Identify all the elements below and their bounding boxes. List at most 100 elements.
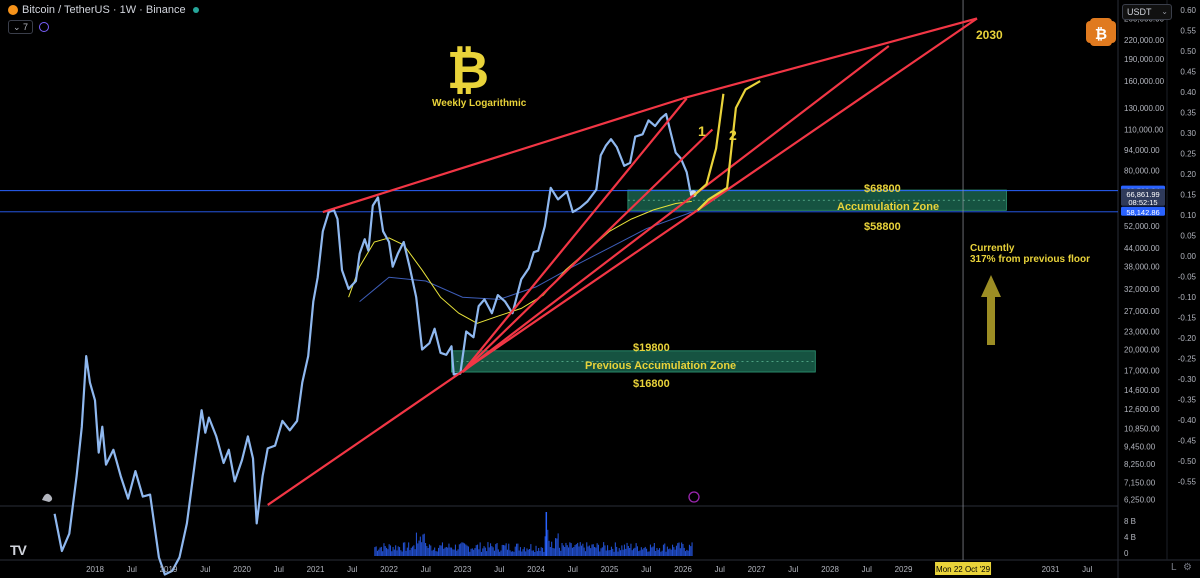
volume-bar [460, 543, 462, 556]
volume-bar [556, 538, 558, 556]
ratio-tick-label: 0.35 [1180, 109, 1196, 118]
volume-bar [410, 547, 412, 556]
price-tick-label: 160,000.00 [1124, 77, 1165, 86]
volume-bar [594, 547, 596, 556]
volume-bar [405, 550, 407, 556]
btc-price-line [53, 112, 694, 576]
time-tick-label: Jul [788, 565, 798, 574]
volume-bar [686, 549, 688, 556]
currently-note: Currently 317% from previous floor [970, 243, 1090, 265]
crosshair-date-text: Mon 22 Oct '29 [936, 565, 991, 574]
tradingview-logo[interactable]: TV [10, 542, 27, 558]
volume-bar [597, 544, 599, 556]
volume-bar [402, 542, 404, 556]
currently-line-2: 317% from previous floor [970, 254, 1091, 265]
indicator-toggle-button[interactable]: ⌄ 7 [8, 20, 34, 34]
volume-bar [600, 548, 602, 556]
volume-bar [412, 546, 414, 556]
volume-bar [383, 543, 385, 556]
volume-bar [457, 549, 459, 556]
volume-bar [436, 551, 438, 556]
volume-bar [581, 545, 583, 556]
trend-line-6 [461, 128, 714, 373]
time-tick-label: 2031 [1042, 565, 1060, 574]
volume-bar [427, 548, 429, 556]
volume-bar [586, 542, 588, 556]
volume-bar [508, 543, 510, 556]
volume-bar [562, 545, 564, 556]
time-tick-label: Jul [568, 565, 578, 574]
volume-bar [649, 544, 651, 556]
volume-bar [609, 550, 611, 556]
volume-bar [434, 547, 436, 556]
volume-bar [665, 551, 667, 556]
volume-bar [553, 548, 555, 556]
volume-bar [618, 548, 620, 556]
log-scale-toggle[interactable]: L [1171, 562, 1177, 573]
ratio-tick-label: 0.15 [1180, 191, 1196, 200]
time-tick-label: Jul [421, 565, 431, 574]
volume-bar [483, 546, 485, 556]
volume-bar [621, 545, 623, 556]
volume-bar [652, 546, 654, 556]
volume-bar [426, 546, 428, 556]
chart-subtitle: Weekly Logarithmic [432, 98, 527, 109]
volume-bar [536, 551, 538, 556]
volume-bar [391, 551, 393, 556]
volume-bar [514, 546, 516, 556]
prev-accumulation-top-label: $19800 [633, 342, 670, 354]
volume-bar [677, 543, 679, 556]
volume-bar [417, 543, 419, 556]
volume-bar [400, 550, 402, 556]
time-tick-label: Jul [200, 565, 210, 574]
volume-bar [480, 551, 482, 556]
volume-bar [401, 551, 403, 556]
gear-icon[interactable]: ⚙ [1183, 562, 1192, 573]
volume-tick-label: 8 B [1124, 517, 1136, 526]
volume-bar [690, 546, 692, 556]
volume-bar [575, 544, 577, 556]
volume-bar [525, 551, 527, 556]
volume-bar [409, 550, 411, 556]
volume-bar [452, 549, 454, 556]
volume-bar [544, 536, 546, 556]
price-tick-label: 80,000.00 [1124, 167, 1160, 176]
volume-bar [418, 540, 420, 556]
volume-bar [636, 546, 638, 556]
volume-bar [673, 547, 675, 556]
prev-accumulation-zone-label: Previous Accumulation Zone [585, 360, 737, 372]
time-tick-label: 2027 [748, 565, 766, 574]
projection-path-1 [693, 93, 725, 197]
volume-bar [568, 547, 570, 556]
volume-bar [523, 547, 525, 556]
volume-bar [691, 542, 693, 556]
currency-select[interactable]: USDT ⌄ [1122, 4, 1172, 20]
volume-bar [453, 549, 455, 556]
time-tick-label: Jul [494, 565, 504, 574]
volume-bar [526, 548, 528, 556]
volume-bar [484, 547, 486, 556]
symbol-title[interactable]: Bitcoin / TetherUS · 1W · Binance [22, 4, 186, 16]
volume-bar [529, 549, 531, 556]
volume-bar [423, 533, 425, 556]
price-tick-label: 110,000.00 [1124, 125, 1164, 134]
volume-bar [396, 550, 398, 556]
volume-bar [530, 544, 532, 556]
price-tick-label: 8,250.00 [1124, 460, 1156, 469]
volume-bar [682, 544, 684, 556]
volume-bar [479, 542, 481, 556]
volume-bar [592, 544, 594, 556]
volume-bar [601, 547, 603, 556]
time-tick-label: 2024 [527, 565, 545, 574]
volume-bar [404, 542, 406, 556]
volume-tick-label: 0 [1124, 549, 1129, 558]
ratio-tick-label: 0.10 [1180, 211, 1196, 220]
indicator-settings-icon[interactable] [39, 22, 50, 32]
price-tick-label: 44,000.00 [1124, 244, 1160, 253]
current-price-badge [1121, 188, 1165, 206]
volume-bar [648, 551, 650, 556]
volume-bar [415, 532, 417, 556]
ratio-tick-label: 0.55 [1180, 27, 1196, 36]
